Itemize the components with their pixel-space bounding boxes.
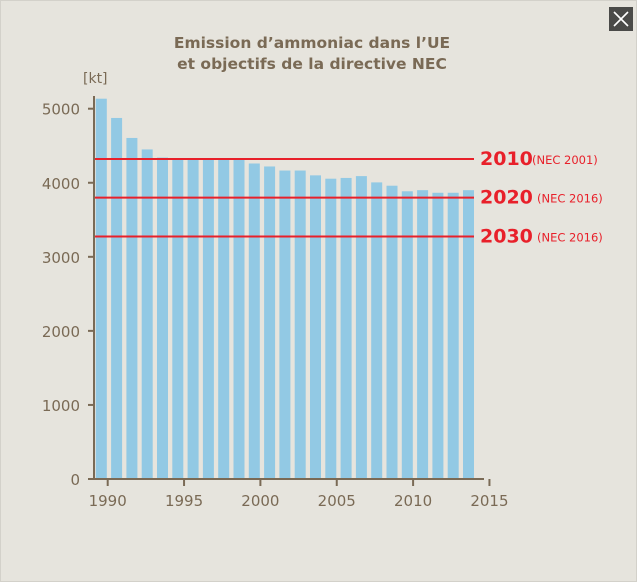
bar-2014 bbox=[463, 190, 474, 479]
chart-title-line-1: Emission d’ammoniac dans l’UE bbox=[174, 34, 450, 52]
x-tick-label-2015: 2015 bbox=[470, 492, 508, 510]
bar-2010 bbox=[401, 191, 413, 479]
bar-1992 bbox=[126, 137, 138, 479]
bar-2009 bbox=[386, 185, 398, 479]
target-note-2020: (NEC 2016) bbox=[537, 192, 603, 206]
y-tick-label-3000: 3000 bbox=[42, 249, 80, 267]
target-label-2020: 2020 bbox=[480, 187, 533, 209]
bar-2013 bbox=[447, 192, 459, 479]
bar-2011 bbox=[417, 190, 429, 479]
bar-2003 bbox=[294, 170, 306, 479]
bar-1996 bbox=[187, 159, 199, 480]
x-tick-label-2005: 2005 bbox=[318, 492, 356, 510]
close-button[interactable] bbox=[609, 7, 633, 31]
x-tick-label-2010: 2010 bbox=[394, 492, 432, 510]
bar-1997 bbox=[202, 159, 214, 480]
bar-1998 bbox=[218, 159, 230, 480]
bar-2012 bbox=[432, 192, 444, 479]
y-tick-label-2000: 2000 bbox=[42, 323, 80, 341]
close-icon bbox=[613, 11, 629, 27]
bar-2002 bbox=[279, 170, 291, 479]
y-tick-label-0: 0 bbox=[70, 471, 80, 489]
bar-2004 bbox=[310, 175, 321, 479]
y-axis-unit: [kt] bbox=[83, 71, 108, 87]
x-tick-label-1995: 1995 bbox=[165, 492, 203, 510]
target-note-2030: (NEC 2016) bbox=[537, 230, 603, 244]
target-note-2010: (NEC 2001) bbox=[532, 153, 598, 167]
target-label-2010: 2010 bbox=[480, 148, 533, 170]
bar-1991 bbox=[111, 117, 123, 480]
bar-2008 bbox=[371, 182, 383, 479]
bar-2007 bbox=[355, 176, 367, 479]
x-tick-label-2000: 2000 bbox=[241, 492, 279, 510]
chart-title-line-2: et objectifs de la directive NEC bbox=[177, 55, 447, 73]
bar-1993 bbox=[141, 149, 153, 480]
y-tick-label-1000: 1000 bbox=[42, 397, 80, 415]
y-tick-label-5000: 5000 bbox=[42, 101, 80, 119]
bar-1999 bbox=[233, 159, 245, 480]
y-tick-label-4000: 4000 bbox=[42, 175, 80, 193]
bar-2006 bbox=[340, 177, 352, 479]
bar-1995 bbox=[172, 159, 184, 480]
bar-1994 bbox=[157, 157, 168, 480]
bar-1990 bbox=[95, 98, 107, 479]
target-label-2030: 2030 bbox=[480, 225, 533, 247]
bar-2000 bbox=[248, 163, 260, 479]
x-tick-label-1990: 1990 bbox=[89, 492, 127, 510]
bar-2001 bbox=[264, 166, 276, 479]
bar-2005 bbox=[325, 178, 337, 479]
